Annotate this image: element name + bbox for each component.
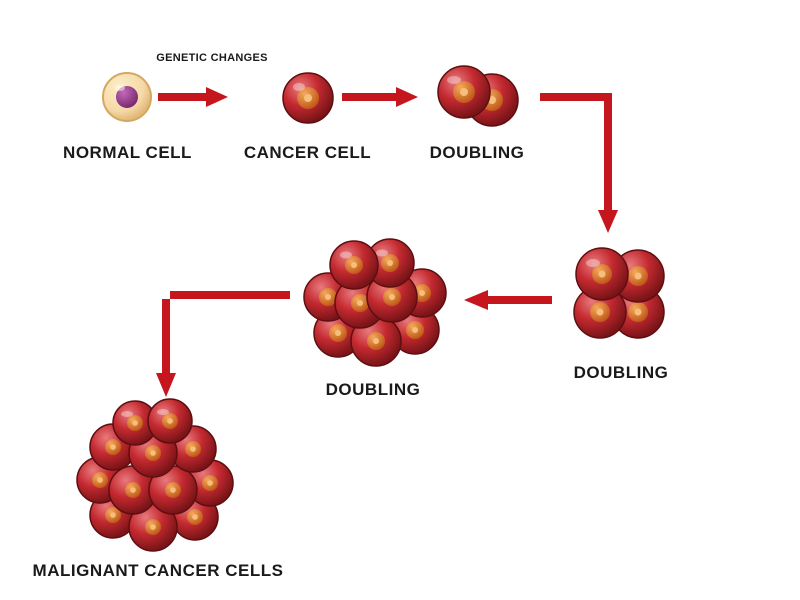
cancer-cell-icon xyxy=(280,70,336,126)
label-normal-cell: NORMAL CELL xyxy=(50,143,205,163)
label-doubling-1: DOUBLING xyxy=(412,143,542,163)
doubling-2-icon xyxy=(560,240,680,350)
stage-malignant xyxy=(65,395,250,560)
label-genetic-changes: GENETIC CHANGES xyxy=(152,52,272,64)
label-malignant: MALIGNANT CANCER CELLS xyxy=(18,561,298,581)
label-cancer-cell: CANCER CELL xyxy=(230,143,385,163)
stage-cancer-cell xyxy=(280,70,336,126)
malignant-cells-icon xyxy=(65,395,250,560)
stage-doubling-2 xyxy=(560,240,680,350)
arrow-doubling3-to-malignant xyxy=(150,285,290,400)
arrow-doubling1-to-doubling2 xyxy=(540,85,630,235)
arrow-doubling2-to-doubling3 xyxy=(462,288,552,312)
normal-cell-icon xyxy=(100,70,154,124)
arrow-normal-to-cancer xyxy=(158,85,230,109)
arrow-cancer-to-doubling1 xyxy=(342,85,420,109)
stage-doubling-3 xyxy=(290,225,460,375)
stage-doubling-1 xyxy=(430,62,530,132)
stage-normal-cell xyxy=(100,70,154,124)
doubling-1-icon xyxy=(430,62,530,132)
doubling-3-icon xyxy=(290,225,460,375)
label-doubling-2: DOUBLING xyxy=(556,363,686,383)
label-doubling-3: DOUBLING xyxy=(308,380,438,400)
